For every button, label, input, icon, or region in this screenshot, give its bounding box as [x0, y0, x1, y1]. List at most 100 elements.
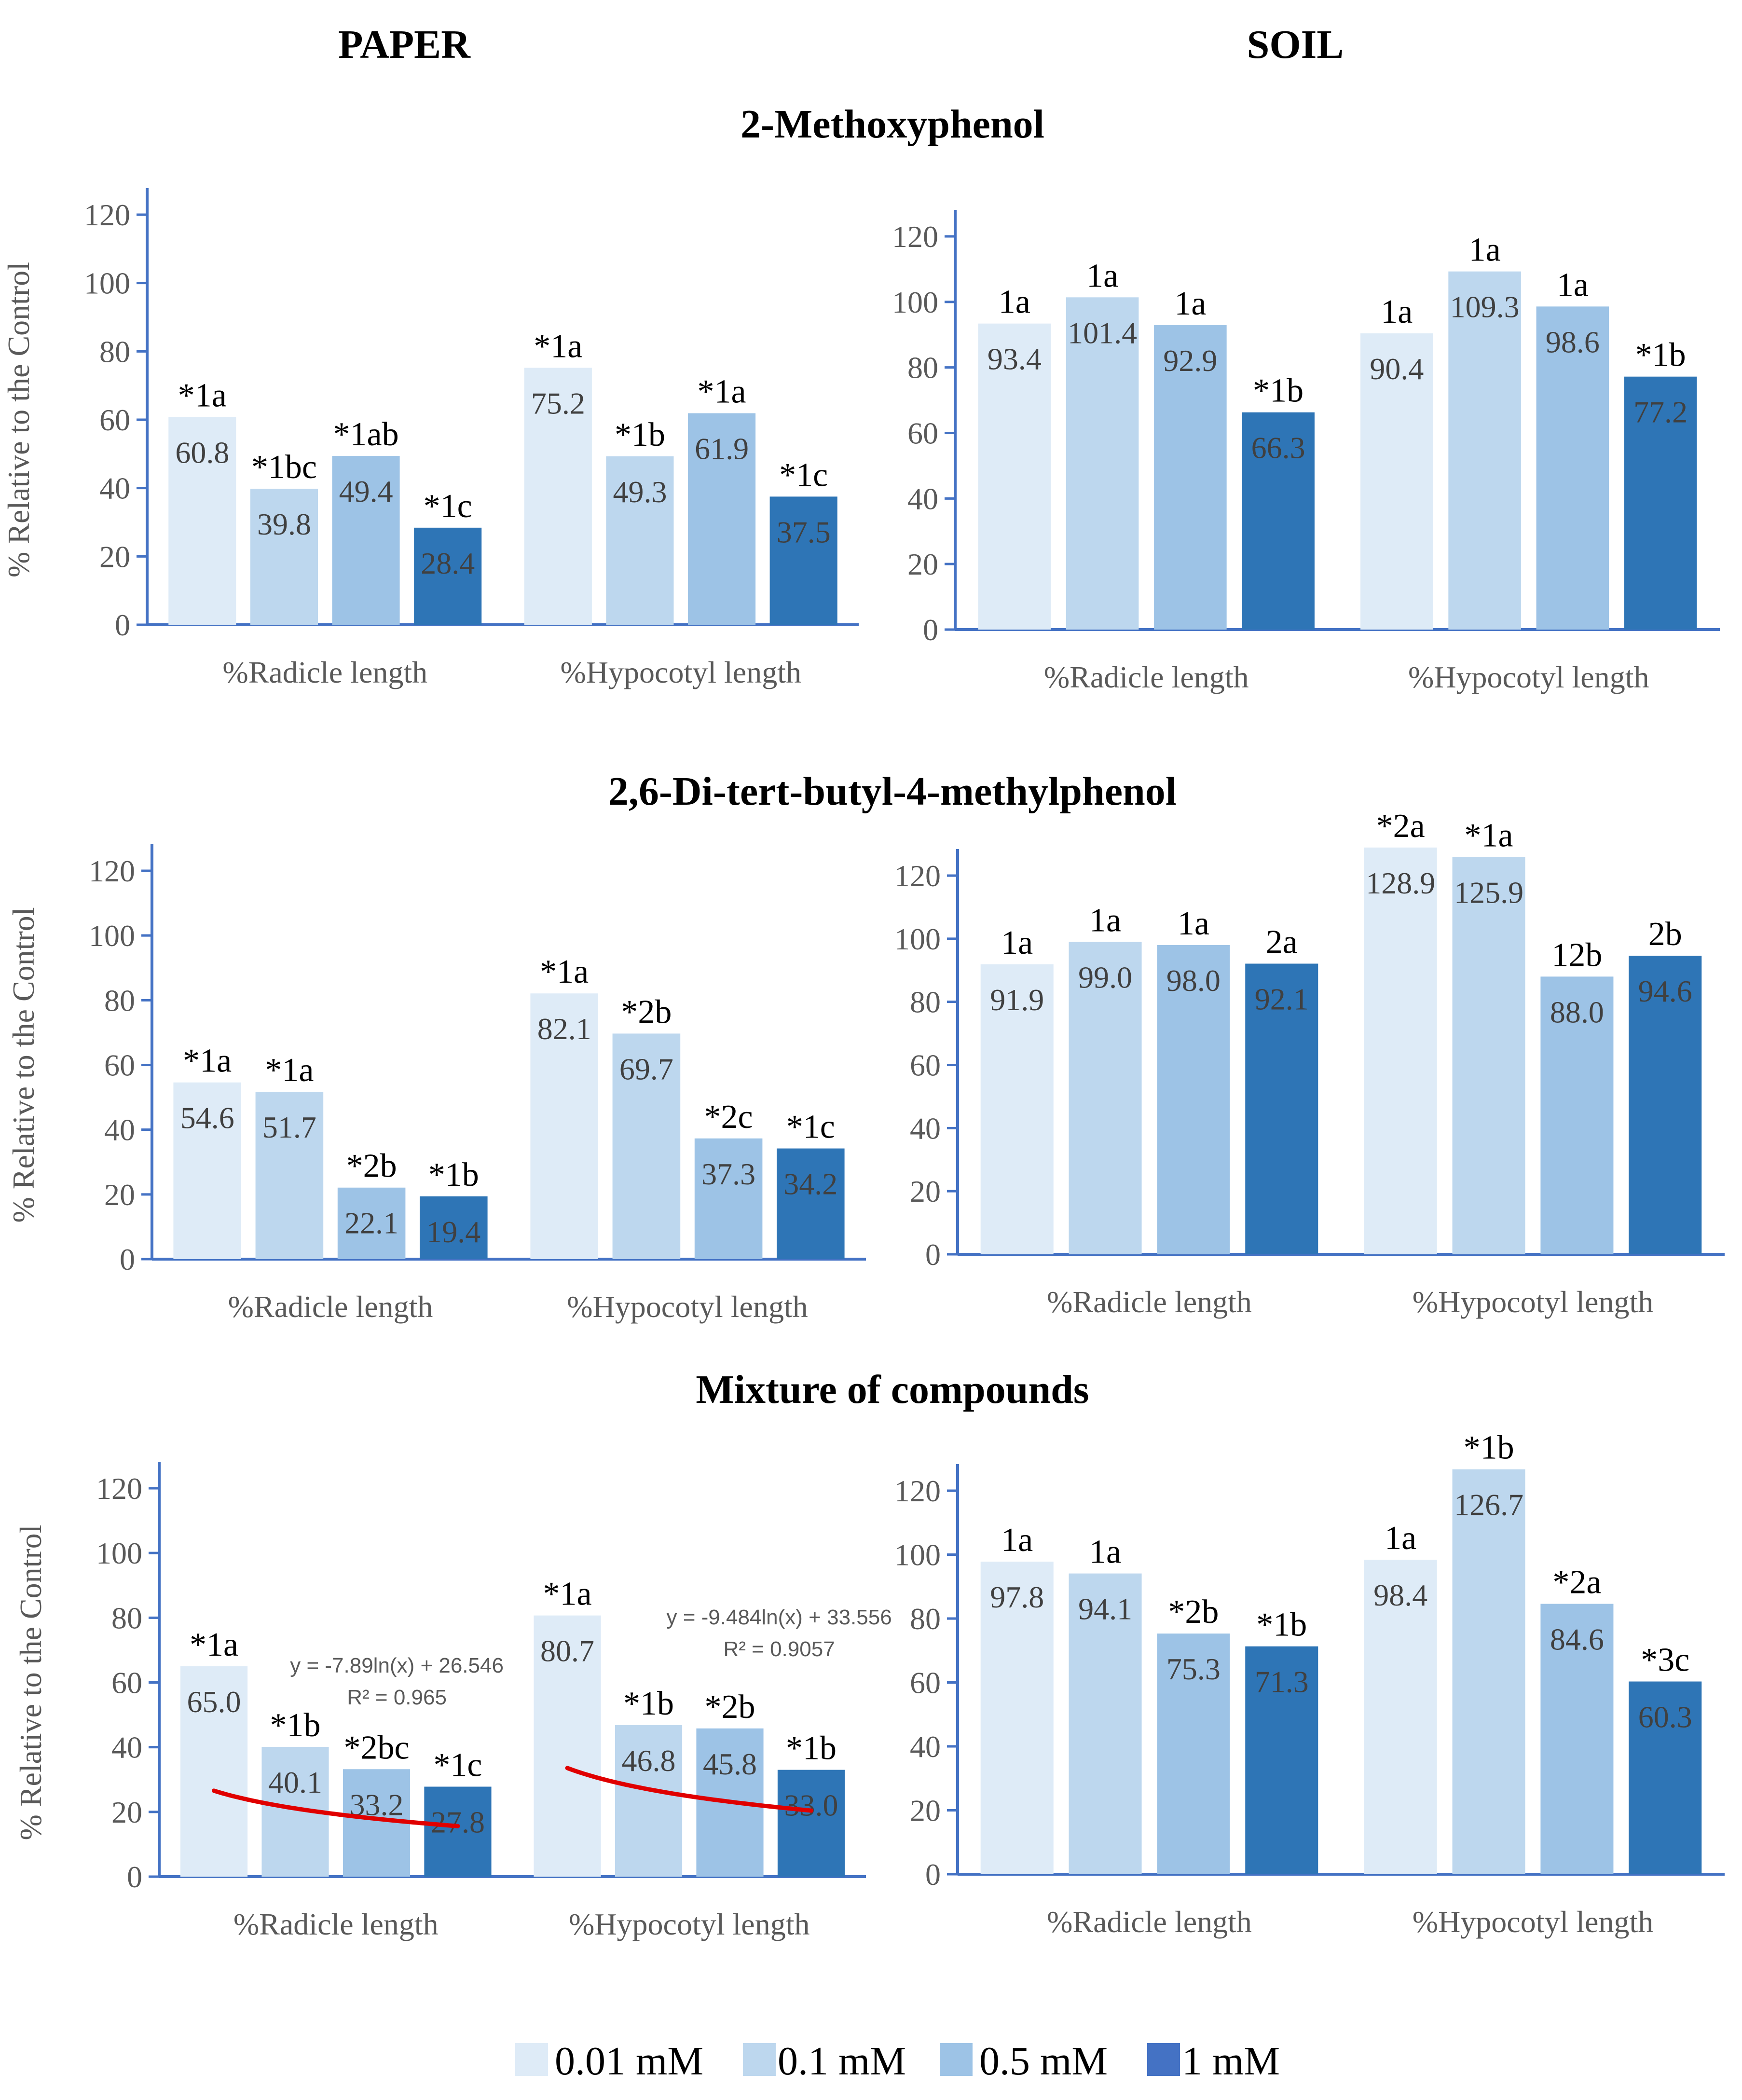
- significance-letter: 1a: [1001, 924, 1033, 961]
- bar-value-label: 94.1: [1078, 1592, 1132, 1626]
- significance-letter: *2b: [704, 1688, 755, 1726]
- bar-value-label: 99.0: [1078, 960, 1132, 994]
- significance-letter: *1b: [428, 1156, 479, 1194]
- bar-value-label: 90.4: [1370, 352, 1424, 386]
- y-tick-label: 100: [892, 285, 938, 319]
- significance-letter: *1b: [270, 1707, 321, 1744]
- bar-value-label: 84.6: [1550, 1622, 1604, 1657]
- significance-letter: 1a: [1178, 905, 1209, 942]
- bar-value-label: 98.0: [1166, 963, 1221, 998]
- bar-value-label: 40.1: [268, 1765, 322, 1799]
- y-tick-label: 120: [89, 854, 135, 888]
- significance-letter: *1b: [623, 1685, 674, 1722]
- category-label-radicle-length: %Radicle length: [228, 1290, 433, 1324]
- y-tick-label: 80: [910, 1602, 941, 1636]
- trendline-1: [565, 1766, 813, 1813]
- bar-value-label: 82.1: [537, 1012, 591, 1046]
- chart-bht-paper: 0 20 40 60 80 100 120 % Relative to the Control…: [6, 844, 866, 1324]
- y-tick-label: 100: [96, 1536, 142, 1570]
- bar-value-label: 39.8: [257, 507, 311, 541]
- y-tick-label: 0: [925, 1857, 941, 1892]
- significance-letter: *1c: [424, 488, 472, 525]
- y-tick-label: 60: [910, 1048, 941, 1083]
- bar-hypocotyl-length-1-mm: [777, 1148, 845, 1259]
- chart-mix-soil: 0 20 40 60 80 100 120 97.8 1a 94.1 1a 75.3 *2b 71.3 *1…: [894, 1429, 1725, 1939]
- bar-radicle-length-0-01-mm: [980, 1562, 1054, 1874]
- paper-column-title: PAPER: [338, 22, 471, 67]
- y-tick-label: 80: [910, 985, 941, 1019]
- legend-label-0-5mm: 0.5 mM: [979, 2039, 1108, 2084]
- legend-label-0-01mm: 0.01 mM: [555, 2039, 703, 2084]
- y-tick-label: 120: [84, 198, 130, 232]
- bar-radicle-length-0-1-mm: [1069, 942, 1142, 1254]
- category-label-hypocotyl-length: %Hypocotyl length: [1413, 1905, 1653, 1939]
- bar-radicle-length-0-5-mm: [1157, 1633, 1230, 1874]
- significance-letter: *1a: [543, 1576, 591, 1613]
- bar-value-label: 37.3: [701, 1157, 755, 1191]
- y-tick-label: 120: [894, 1474, 941, 1508]
- y-tick-label: 100: [894, 922, 941, 956]
- legend-label-1mm: 1 mM: [1182, 2039, 1280, 2084]
- significance-letter: *2a: [1552, 1564, 1601, 1601]
- category-label-radicle-length: %Radicle length: [1047, 1905, 1252, 1939]
- bar-value-label: 128.9: [1366, 866, 1435, 900]
- significance-letter: 1a: [1174, 285, 1206, 322]
- bar-value-label: 97.8: [990, 1580, 1044, 1614]
- y-tick-label: 20: [907, 547, 938, 581]
- y-tick-label: 40: [111, 1730, 142, 1765]
- significance-letter: *1c: [786, 1109, 835, 1146]
- bar-hypocotyl-length-0-5-mm: [694, 1138, 763, 1259]
- bar-radicle-length-0-5-mm: [332, 456, 400, 625]
- bar-radicle-length-0-01-mm: [173, 1082, 241, 1259]
- chart-methoxy-soil: 0 20 40 60 80 100 120 93.4 1a 101.4 1a 92.9 1a 66.3 *1…: [892, 210, 1720, 694]
- bar-value-label: 28.4: [421, 546, 475, 580]
- significance-letter: *2c: [704, 1098, 753, 1136]
- category-label-radicle-length: %Radicle length: [222, 655, 427, 689]
- bar-value-label: 75.3: [1166, 1652, 1221, 1686]
- significance-letter: *1a: [190, 1626, 238, 1663]
- y-tick-label: 0: [120, 1242, 135, 1276]
- bar-value-label: 80.7: [540, 1634, 594, 1668]
- significance-letter: 1a: [1001, 1522, 1033, 1559]
- bar-hypocotyl-length-0-5-mm: [1540, 976, 1614, 1254]
- significance-letter: *1a: [698, 373, 746, 411]
- y-tick-label: 40: [907, 481, 938, 516]
- y-tick-label: 20: [99, 539, 130, 574]
- y-tick-label: 100: [894, 1538, 941, 1572]
- y-tick-label: 100: [84, 266, 130, 301]
- soil-column-title: SOIL: [1247, 22, 1344, 67]
- bar-value-label: 33.0: [784, 1788, 838, 1823]
- bar-value-label: 69.7: [619, 1052, 673, 1086]
- bar-hypocotyl-length-1-mm: [769, 496, 837, 625]
- significance-letter: 1a: [1557, 266, 1589, 303]
- bar-value-label: 22.1: [344, 1206, 398, 1240]
- bar-value-label: 101.4: [1068, 316, 1137, 350]
- y-tick-label: 60: [910, 1666, 941, 1700]
- significance-letter: *1c: [433, 1747, 482, 1784]
- significance-letter: *2b: [346, 1148, 397, 1185]
- y-tick-label: 20: [104, 1178, 135, 1212]
- category-label-hypocotyl-length: %Hypocotyl length: [569, 1907, 809, 1941]
- bar-value-label: 88.0: [1550, 995, 1604, 1029]
- significance-letter: *2bc: [343, 1729, 409, 1766]
- bar-value-label: 60.8: [175, 435, 229, 469]
- bar-radicle-length-0-01-mm: [180, 1666, 248, 1877]
- y-tick-label: 120: [894, 859, 941, 893]
- bar-hypocotyl-length-1-mm: [1629, 1681, 1702, 1874]
- category-label-hypocotyl-length: %Hypocotyl length: [1408, 660, 1649, 694]
- significance-letter: 1a: [1469, 232, 1501, 269]
- category-label-radicle-length: %Radicle length: [233, 1907, 439, 1941]
- trendline-equation: y = -9.484ln(x) + 33.556: [667, 1606, 892, 1629]
- bar-value-label: 77.2: [1633, 395, 1687, 429]
- y-tick-label: 40: [910, 1729, 941, 1764]
- y-tick-label: 0: [127, 1860, 142, 1894]
- y-tick-label: 80: [99, 334, 130, 369]
- significance-letter: *1b: [1256, 1606, 1307, 1644]
- significance-letter: *1ab: [333, 416, 399, 453]
- y-tick-label: 0: [115, 608, 130, 642]
- trendline-r-squared: R² = 0.9057: [724, 1637, 835, 1661]
- category-label-radicle-length: %Radicle length: [1047, 1285, 1252, 1319]
- y-tick-label: 100: [89, 919, 135, 953]
- y-tick-label: 0: [923, 613, 938, 647]
- significance-letter: *1b: [1464, 1429, 1514, 1467]
